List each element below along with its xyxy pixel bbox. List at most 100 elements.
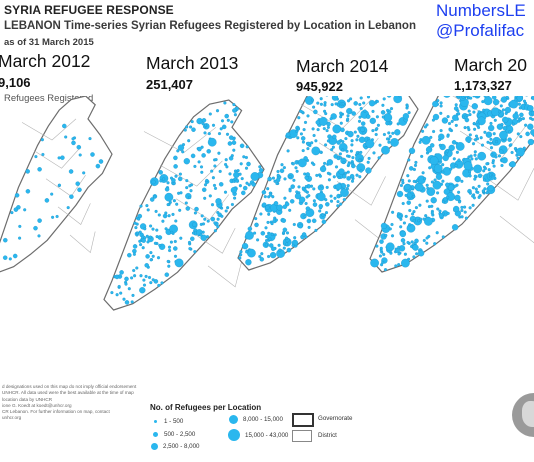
refugee-location-dot — [169, 240, 173, 244]
refugee-location-dot — [494, 155, 498, 159]
refugee-location-dot — [451, 140, 457, 145]
refugee-location-dot — [331, 145, 335, 149]
refugee-location-dot — [424, 214, 428, 218]
refugee-location-dot — [215, 109, 220, 113]
refugee-location-dot — [472, 121, 476, 126]
refugee-location-dot — [291, 243, 295, 247]
refugee-location-dot — [190, 236, 195, 242]
legend-label: 15,000 - 43,000 — [245, 431, 289, 439]
refugee-location-dot — [374, 132, 378, 137]
refugee-location-dot — [266, 220, 270, 224]
refugee-location-dot — [332, 124, 342, 134]
refugee-location-dot — [457, 200, 462, 204]
refugee-location-dot — [151, 254, 155, 258]
refugee-location-dot — [307, 194, 311, 198]
refugee-location-dot — [457, 190, 461, 194]
refugee-location-dot — [233, 171, 240, 179]
refugee-location-dot — [228, 135, 234, 140]
refugee-location-dot — [302, 128, 306, 132]
refugee-location-dot — [457, 112, 461, 116]
refugee-location-dot — [280, 163, 284, 167]
refugee-location-dot — [300, 136, 306, 141]
refugee-location-dot — [490, 153, 494, 157]
refugee-location-dot — [438, 209, 442, 213]
refugee-location-dot — [213, 229, 217, 233]
refugee-location-dot — [283, 196, 287, 200]
refugee-location-dot — [149, 224, 153, 228]
refugee-location-dot — [225, 165, 229, 169]
legend-item-2500-8000: 2,500 - 8,000 — [151, 443, 199, 450]
refugee-location-dot — [208, 194, 212, 198]
refugee-location-dot — [498, 110, 502, 114]
refugee-location-dot — [155, 228, 159, 232]
refugee-location-dot — [115, 293, 119, 297]
refugee-location-dot — [259, 257, 265, 262]
refugee-location-dot — [282, 246, 286, 250]
refugee-location-dot — [390, 138, 399, 147]
refugee-location-dot — [183, 158, 190, 165]
panel-count-2014: 945,922 — [296, 79, 343, 94]
refugee-location-dot — [68, 169, 74, 174]
refugee-location-dot — [285, 236, 289, 240]
refugee-location-dot — [220, 119, 225, 123]
refugee-location-dot — [326, 159, 334, 166]
refugee-location-dot — [383, 113, 393, 122]
refugee-location-dot — [217, 132, 222, 136]
refugee-location-dot — [179, 236, 183, 240]
refugee-location-dot — [345, 186, 349, 191]
refugee-location-dot — [218, 182, 224, 187]
refugee-location-dot — [467, 109, 471, 113]
refugee-location-dot — [312, 187, 316, 191]
refugee-location-dot — [412, 179, 416, 183]
refugee-location-dot — [318, 174, 322, 178]
refugee-location-dot — [377, 156, 381, 160]
refugee-location-maps — [0, 96, 534, 311]
refugee-location-dot — [142, 283, 147, 287]
refugee-location-dot — [429, 156, 439, 165]
refugee-location-dot — [233, 177, 237, 181]
refugee-location-dot — [233, 113, 237, 117]
refugee-location-dot — [448, 144, 455, 152]
refugee-location-dot — [232, 103, 236, 107]
refugee-location-dot — [383, 268, 388, 272]
refugee-location-dot — [232, 108, 237, 113]
refugee-location-dot — [380, 222, 388, 230]
refugee-location-dot — [457, 158, 461, 162]
refugee-location-dot — [124, 282, 128, 286]
refugee-location-dot — [174, 258, 184, 268]
refugee-location-dot — [25, 169, 30, 174]
refugee-location-dot — [482, 108, 486, 112]
refugee-location-dot — [320, 184, 324, 188]
refugee-location-dot — [405, 104, 409, 108]
refugee-location-dot — [207, 132, 211, 136]
refugee-location-dot — [445, 182, 450, 188]
refugee-location-dot — [223, 190, 228, 194]
refugee-location-dot — [472, 110, 476, 114]
refugee-location-dot — [134, 226, 138, 230]
refugee-location-dot — [479, 136, 483, 140]
refugee-location-dot — [301, 140, 305, 144]
refugee-location-dot — [366, 160, 370, 164]
refugee-location-dot — [110, 291, 114, 295]
refugee-location-dot — [410, 191, 414, 195]
refugee-location-dot — [432, 113, 440, 121]
refugee-location-dot — [213, 164, 217, 168]
refugee-location-dot — [197, 146, 202, 152]
legend-district-label: District — [318, 432, 337, 439]
refugee-location-dot — [8, 257, 12, 261]
legend-label: 2,500 - 8,000 — [163, 443, 200, 450]
refugee-location-dot — [403, 252, 407, 256]
refugee-location-dot — [401, 258, 410, 268]
refugee-location-dot — [161, 219, 165, 223]
refugee-location-dot — [329, 194, 333, 198]
refugee-location-dot — [446, 211, 450, 215]
refugee-location-dot — [334, 165, 339, 169]
disclaimer-line: location data by UNHCR — [2, 396, 53, 402]
refugee-location-dot — [401, 201, 405, 206]
refugee-location-dot — [124, 300, 130, 305]
refugee-location-dot — [221, 124, 227, 130]
refugee-location-dot — [358, 175, 362, 179]
refugee-location-dot — [339, 121, 343, 125]
refugee-location-dot — [305, 172, 311, 177]
refugee-location-dot — [215, 198, 222, 205]
